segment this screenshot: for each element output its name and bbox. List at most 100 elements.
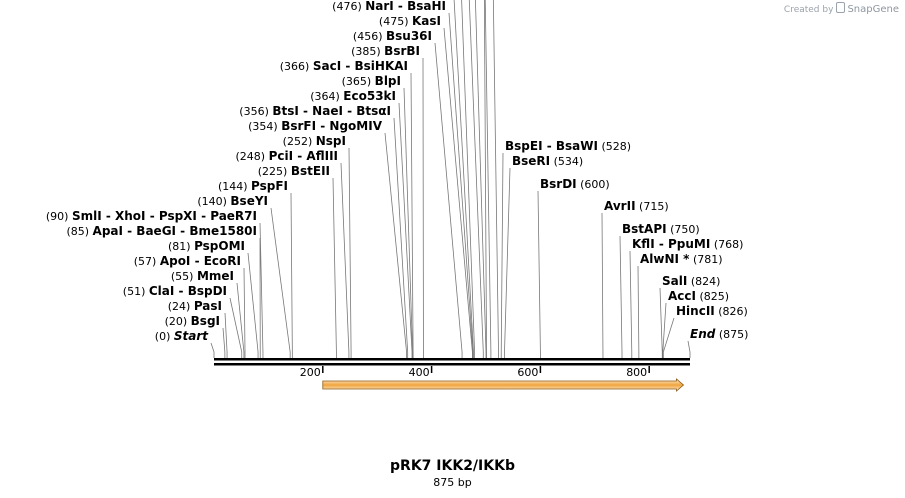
- site-label: AlwNI * (781): [640, 252, 723, 266]
- site-position: (875): [715, 328, 748, 341]
- site-position: (768): [710, 238, 743, 251]
- site-position: (824): [687, 275, 720, 288]
- site-name: BseRI: [512, 154, 550, 168]
- site-position: (356): [239, 105, 272, 118]
- site-position: (385): [351, 45, 384, 58]
- site-leader: [210, 342, 215, 358]
- site-name: Eco53kI: [343, 89, 396, 103]
- site-position: (534): [550, 155, 583, 168]
- site-labels: (0) Start(20) BsgI(24) PasI(51) ClaI - B…: [46, 0, 749, 343]
- site-name: ApoI - EcoRI: [160, 254, 241, 268]
- site-leader: [290, 192, 293, 358]
- site-leader: [393, 117, 409, 358]
- site-label: (385) BsrBI: [351, 44, 420, 58]
- site-name: NspI: [316, 134, 346, 148]
- site-position: (825): [696, 290, 729, 303]
- site-label: (366) SacI - BsiHKAI: [280, 59, 408, 73]
- site-leader: [687, 340, 691, 358]
- site-position: (476): [332, 0, 365, 13]
- site-label: (90) SmlI - XhoI - PspXI - PaeR7I: [46, 209, 257, 223]
- site-leader: [537, 190, 541, 358]
- site-leader: [443, 27, 473, 358]
- site-leader: [492, 0, 499, 358]
- site-label: BsrDI (600): [540, 177, 610, 191]
- site-position: (225): [258, 165, 291, 178]
- backbone-strand-top: [214, 358, 690, 361]
- site-name: PciI - AflIII: [269, 149, 338, 163]
- site-name: HincII: [676, 304, 715, 318]
- site-label: BspEI - BsaWI (528): [505, 139, 631, 153]
- site-position: (750): [667, 223, 700, 236]
- site-leader: [601, 212, 604, 358]
- site-position: (81): [168, 240, 194, 253]
- site-leader: [332, 177, 337, 358]
- site-leader: [222, 327, 226, 358]
- snapgene-logo-icon: [836, 2, 846, 13]
- site-label: (57) ApoI - EcoRI: [134, 254, 241, 268]
- site-position: (20): [165, 315, 191, 328]
- scale-tick-label: 800: [626, 366, 647, 379]
- site-label: (140) BseYI: [197, 194, 268, 208]
- site-label: (364) Eco53kI: [310, 89, 396, 103]
- site-name: KflI - PpuMI: [632, 237, 710, 251]
- site-label: (365) BlpI: [342, 74, 401, 88]
- site-label: AccI (825): [668, 289, 729, 303]
- site-name: AccI: [668, 289, 696, 303]
- site-leader: [224, 312, 228, 358]
- site-name: BstAPI: [622, 222, 667, 236]
- site-leader: [484, 0, 492, 358]
- site-leader: [348, 147, 352, 358]
- site-label: (456) Bsu36I: [353, 29, 432, 43]
- site-label: (24) PasI: [168, 299, 222, 313]
- site-leader: [500, 152, 504, 358]
- site-label: BseRI (534): [512, 154, 583, 168]
- site-name: PasI: [194, 299, 222, 313]
- credit-brand: SnapGene: [847, 4, 899, 15]
- site-leader: [461, 0, 475, 358]
- site-name: BtsI - NaeI - BtsαI: [272, 104, 391, 118]
- site-name: BspEI - BsaWI: [505, 139, 598, 153]
- site-leader: [662, 302, 667, 358]
- site-name: End: [690, 327, 716, 341]
- site-position: (90): [46, 210, 72, 223]
- site-position: (475): [379, 15, 412, 28]
- site-leader: [434, 42, 463, 358]
- site-position: (366): [280, 60, 313, 73]
- site-label: (252) NspI: [283, 134, 346, 148]
- site-name: BsgI: [191, 314, 220, 328]
- site-name: BsrFI - NgoMIV: [281, 119, 382, 133]
- site-position: (456): [353, 30, 386, 43]
- site-name: BseYI: [230, 194, 268, 208]
- site-leader: [398, 102, 413, 358]
- site-name: BsrBI: [384, 44, 420, 58]
- site-label: End (875): [690, 327, 748, 341]
- site-leader: [448, 12, 474, 358]
- feature-arrow: [322, 378, 685, 392]
- site-label: AvrII (715): [604, 199, 669, 213]
- site-leader: [243, 267, 246, 358]
- site-position: (24): [168, 300, 194, 313]
- site-leader: [637, 265, 640, 358]
- site-leader: [468, 0, 484, 358]
- site-label: (225) BstEII: [258, 164, 330, 178]
- site-name: AlwNI *: [640, 252, 690, 266]
- site-position: (0): [155, 330, 174, 343]
- site-position: (85): [66, 225, 92, 238]
- site-label: (356) BtsI - NaeI - BtsαI: [239, 104, 391, 118]
- site-position: (55): [171, 270, 197, 283]
- site-leader: [229, 297, 243, 358]
- site-label: (20) BsgI: [165, 314, 220, 328]
- site-name: SmlI - XhoI - PspXI - PaeR7I: [72, 209, 257, 223]
- site-name: AvrII: [604, 199, 636, 213]
- site-leader-lines: [210, 0, 691, 358]
- site-label: (144) PspFI: [218, 179, 288, 193]
- site-label: (476) NarI - BsaHI: [332, 0, 446, 13]
- backbone-strand-bottom: [214, 363, 690, 366]
- site-position: (57): [134, 255, 160, 268]
- site-name: BsrDI: [540, 177, 577, 191]
- scale-tick-label: 200: [300, 366, 321, 379]
- site-leader: [504, 167, 511, 358]
- site-leader: [270, 207, 291, 358]
- site-position: (826): [715, 305, 748, 318]
